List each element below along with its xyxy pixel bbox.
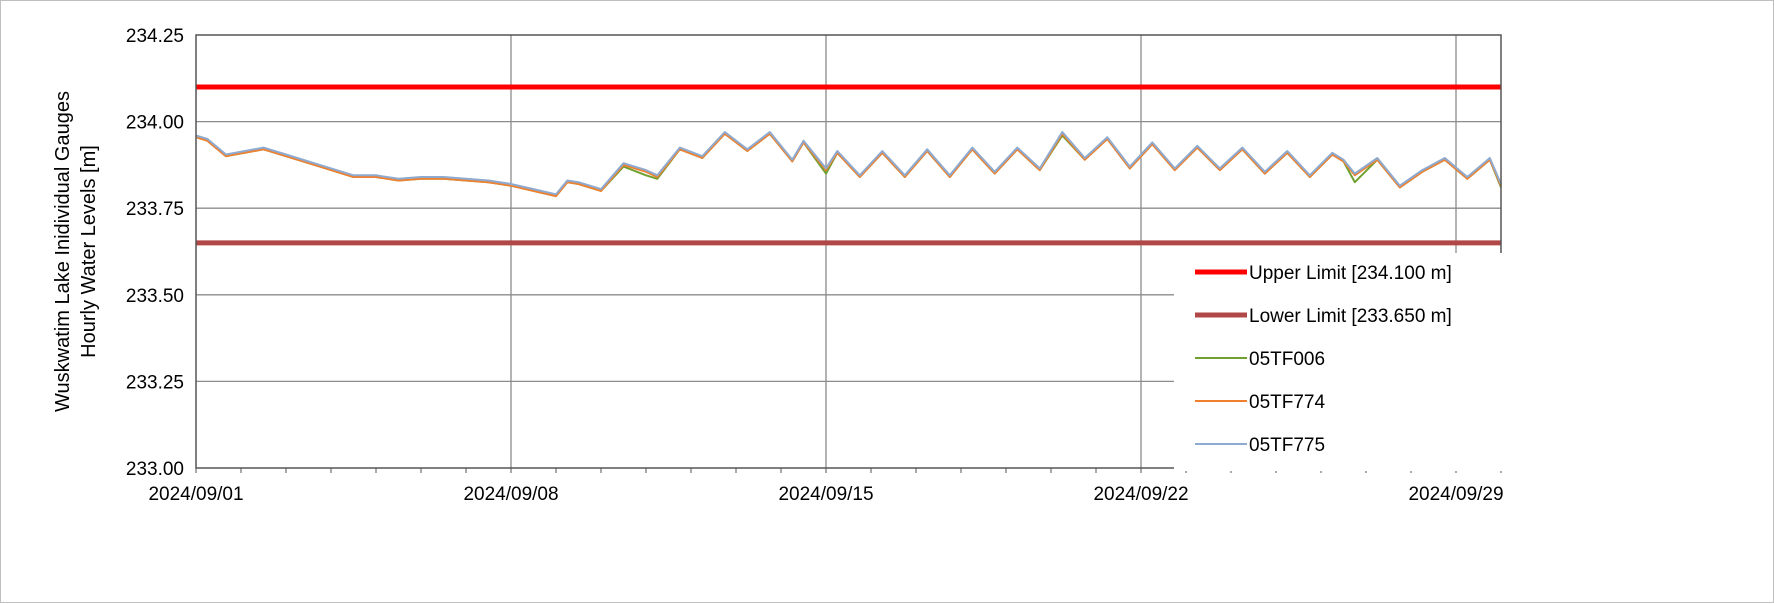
limit-lines bbox=[196, 84, 1501, 246]
x-tick-label: 2024/09/01 bbox=[148, 484, 243, 505]
x-tick-label: 2024/09/08 bbox=[463, 484, 558, 505]
legend-label: Upper Limit [234.100 m] bbox=[1249, 263, 1452, 284]
x-tick-label: 2024/09/15 bbox=[778, 484, 873, 505]
y-tick-label: 234.25 bbox=[126, 26, 184, 47]
y-axis-label: Wuskwatim Lake Inidividual Gauges Hourly … bbox=[52, 91, 100, 412]
legend: Upper Limit [234.100 m] Lower Limit [233.… bbox=[1174, 253, 1508, 471]
series-line-05tf775 bbox=[195, 131, 1502, 196]
legend-box bbox=[1174, 253, 1508, 471]
y-tick-label: 233.75 bbox=[126, 199, 184, 220]
legend-label: 05TF774 bbox=[1249, 392, 1325, 413]
plot-area-border bbox=[195, 34, 1502, 469]
y-axis-label-line: Hourly Water Levels [m] bbox=[78, 145, 100, 358]
series-line-05tf774 bbox=[195, 132, 1502, 198]
y-tick-label: 234.00 bbox=[126, 113, 184, 134]
y-axis-label-line: Wuskwatim Lake Inidividual Gauges bbox=[52, 91, 74, 412]
x-tick-label: 2024/09/22 bbox=[1093, 484, 1188, 505]
series-lines bbox=[195, 131, 1502, 198]
legend-label: Lower Limit [233.650 m] bbox=[1249, 306, 1452, 327]
y-tick-label: 233.00 bbox=[126, 459, 184, 480]
legend-label: 05TF006 bbox=[1249, 349, 1325, 370]
axes: 233.00 233.25 233.50 233.75 234.00 234.25 2024… bbox=[126, 26, 1504, 505]
y-tick-label: 233.50 bbox=[126, 286, 184, 307]
x-tick-label: 2024/09/29 bbox=[1408, 484, 1503, 505]
legend-label: 05TF775 bbox=[1249, 435, 1325, 456]
y-tick-label: 233.25 bbox=[126, 372, 184, 393]
